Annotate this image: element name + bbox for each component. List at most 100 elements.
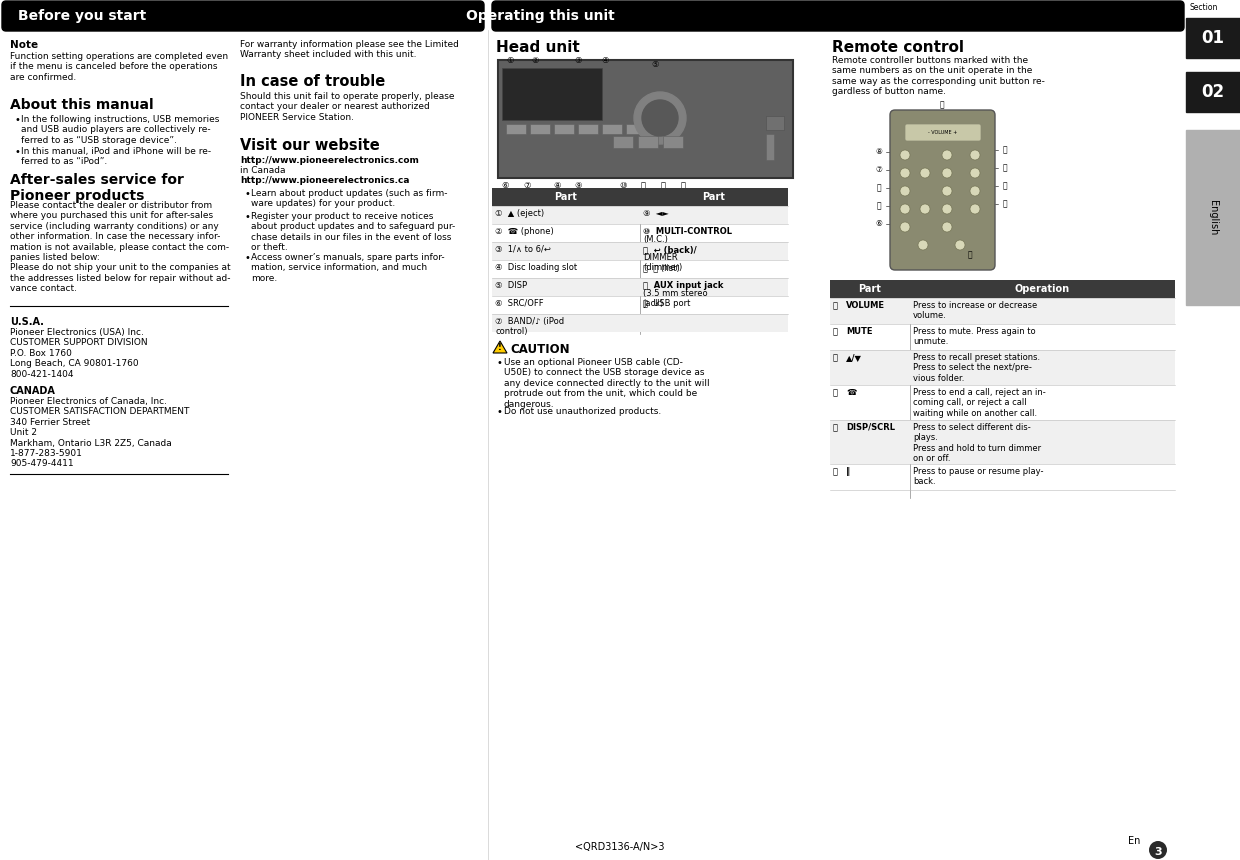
Circle shape <box>900 204 910 214</box>
Bar <box>492 206 787 224</box>
FancyBboxPatch shape <box>890 110 994 270</box>
Text: Part: Part <box>703 192 725 202</box>
Bar <box>502 68 601 120</box>
Text: ①: ① <box>506 56 513 65</box>
Text: ⑦: ⑦ <box>523 181 531 190</box>
Text: Pioneer Electronics (USA) Inc.
CUSTOMER SUPPORT DIVISION
P.O. Box 1760
Long Beac: Pioneer Electronics (USA) Inc. CUSTOMER … <box>10 328 148 378</box>
Text: ⑩: ⑩ <box>619 181 626 190</box>
Text: <QRD3136-A/N>3: <QRD3136-A/N>3 <box>575 842 665 852</box>
Text: ⑳: ⑳ <box>833 467 838 476</box>
Text: ⑰: ⑰ <box>1003 181 1007 191</box>
Text: ⑱: ⑱ <box>1003 200 1007 208</box>
Bar <box>1185 130 1240 305</box>
Text: Before you start: Before you start <box>19 9 146 23</box>
Text: Visit our website: Visit our website <box>241 138 379 153</box>
Text: •: • <box>14 115 20 125</box>
Text: http://www.pioneerelectronics.com: http://www.pioneerelectronics.com <box>241 156 419 165</box>
Text: Pioneer Electronics of Canada, Inc.
CUSTOMER SATISFACTION DEPARTMENT
340 Ferrier: Pioneer Electronics of Canada, Inc. CUST… <box>10 397 190 469</box>
Circle shape <box>900 222 910 232</box>
Text: 01: 01 <box>1202 29 1225 47</box>
Text: ⑯: ⑯ <box>833 327 838 336</box>
Circle shape <box>942 204 952 214</box>
Text: ⑲: ⑲ <box>833 423 838 432</box>
Text: ⑨  ◄►: ⑨ ◄► <box>644 209 668 218</box>
Bar <box>492 314 787 332</box>
Text: ②  ☎ (phone): ② ☎ (phone) <box>495 227 554 236</box>
Circle shape <box>918 240 928 250</box>
Text: •: • <box>14 147 20 157</box>
Bar <box>601 124 622 134</box>
Text: Should this unit fail to operate properly, please
contact your dealer or nearest: Should this unit fail to operate properl… <box>241 92 455 122</box>
Text: In the following instructions, USB memories
and USB audio players are collective: In the following instructions, USB memor… <box>21 115 219 144</box>
Text: ㉑: ㉑ <box>877 183 882 193</box>
Text: ⑰: ⑰ <box>833 353 838 362</box>
Text: In case of trouble: In case of trouble <box>241 74 386 89</box>
Bar <box>766 134 774 160</box>
Circle shape <box>900 186 910 196</box>
Text: ⑭  USB port: ⑭ USB port <box>644 299 691 308</box>
Text: Remote controller buttons marked with the
same numbers as on the unit operate in: Remote controller buttons marked with th… <box>832 56 1045 96</box>
Circle shape <box>634 92 686 144</box>
Text: ②: ② <box>531 56 538 65</box>
Text: U.S.A.: U.S.A. <box>10 317 43 327</box>
Text: Please contact the dealer or distributor from
where you purchased this unit for : Please contact the dealer or distributor… <box>10 201 231 293</box>
Text: •: • <box>244 212 250 222</box>
Circle shape <box>970 186 980 196</box>
Text: English: English <box>1208 200 1218 236</box>
Circle shape <box>1149 841 1167 859</box>
Bar <box>492 278 787 296</box>
Text: •: • <box>496 358 502 368</box>
Bar <box>626 124 646 134</box>
Bar <box>578 124 598 134</box>
FancyBboxPatch shape <box>492 1 1184 31</box>
Text: ④  Disc loading slot: ④ Disc loading slot <box>495 263 577 272</box>
Text: Learn about product updates (such as firm-
ware updates) for your product.: Learn about product updates (such as fir… <box>250 189 448 208</box>
Text: VOLUME: VOLUME <box>846 301 885 310</box>
Text: •: • <box>244 189 250 199</box>
Text: Part: Part <box>554 192 578 202</box>
Text: ⑬: ⑬ <box>681 181 686 190</box>
Circle shape <box>942 222 952 232</box>
Text: Note: Note <box>10 40 38 50</box>
Text: Section: Section <box>1190 3 1219 12</box>
Bar <box>830 350 1176 385</box>
Bar <box>1185 0 1240 860</box>
Text: Press to recall preset stations.
Press to select the next/pre-
vious folder.: Press to recall preset stations. Press t… <box>913 353 1040 383</box>
Text: In this manual, iPod and iPhone will be re-
ferred to as “iPod”.: In this manual, iPod and iPhone will be … <box>21 147 211 166</box>
Text: ☎: ☎ <box>846 388 857 397</box>
Polygon shape <box>494 341 507 353</box>
Bar <box>766 116 784 130</box>
Text: ⑦  BAND/♪ (iPod
control): ⑦ BAND/♪ (iPod control) <box>495 317 564 336</box>
Text: En: En <box>1128 836 1141 846</box>
Circle shape <box>642 100 678 136</box>
Circle shape <box>942 168 952 178</box>
Circle shape <box>900 150 910 160</box>
Text: Part: Part <box>858 284 882 294</box>
Circle shape <box>970 150 980 160</box>
Text: (M.C.): (M.C.) <box>644 235 668 244</box>
Circle shape <box>920 168 930 178</box>
Text: ⑧: ⑧ <box>875 148 883 157</box>
Bar <box>830 420 1176 464</box>
Circle shape <box>955 240 965 250</box>
Circle shape <box>942 186 952 196</box>
Circle shape <box>970 204 980 214</box>
Text: (3.5 mm stereo
jack): (3.5 mm stereo jack) <box>644 289 708 309</box>
Text: Operating this unit: Operating this unit <box>466 9 614 23</box>
Text: For warranty information please see the Limited
Warranty sheet included with thi: For warranty information please see the … <box>241 40 459 59</box>
Text: ‖: ‖ <box>846 467 851 476</box>
Text: ①  ▲ (eject): ① ▲ (eject) <box>495 209 544 218</box>
Text: ⑨: ⑨ <box>574 181 582 190</box>
Text: Press to select different dis-
plays.
Press and hold to turn dimmer
on or off.: Press to select different dis- plays. Pr… <box>913 423 1042 464</box>
Bar <box>498 60 794 178</box>
Text: DISP/SCRL: DISP/SCRL <box>846 423 895 432</box>
Text: About this manual: About this manual <box>10 98 154 112</box>
Bar <box>830 298 1176 324</box>
Bar <box>663 136 683 148</box>
Text: ⑫: ⑫ <box>661 181 666 190</box>
Bar <box>1185 18 1240 58</box>
Bar <box>506 124 526 134</box>
Text: CANADA: CANADA <box>10 386 56 396</box>
Text: ⑮: ⑮ <box>1003 145 1007 155</box>
Text: Function setting operations are completed even
if the menu is canceled before th: Function setting operations are complete… <box>10 52 228 82</box>
